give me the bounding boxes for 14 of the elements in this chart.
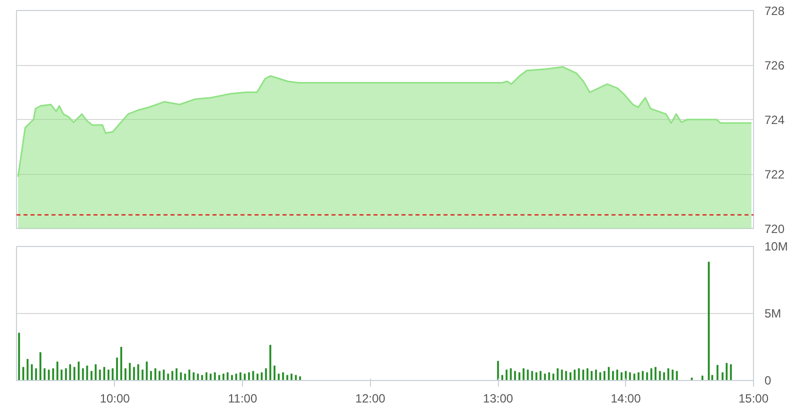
y-tick-label: 5M	[764, 306, 782, 320]
x-tick-label: 13:00	[483, 392, 514, 406]
y-tick-label: 10M	[764, 240, 788, 254]
x-tick-label: 11:00	[228, 392, 258, 406]
y-tick-label: 722	[764, 168, 785, 182]
y-tick-label: 726	[764, 58, 785, 72]
y-tick-label: 0	[764, 374, 772, 388]
x-tick-label: 12:00	[355, 392, 386, 406]
y-tick-label: 720	[764, 222, 785, 236]
x-tick-label: 10:00	[100, 392, 130, 406]
x-tick-label: 14:00	[610, 392, 642, 406]
y-tick-label: 728	[764, 4, 785, 18]
x-tick-label: 15:00	[738, 392, 769, 406]
y-tick-label: 724	[764, 113, 785, 127]
